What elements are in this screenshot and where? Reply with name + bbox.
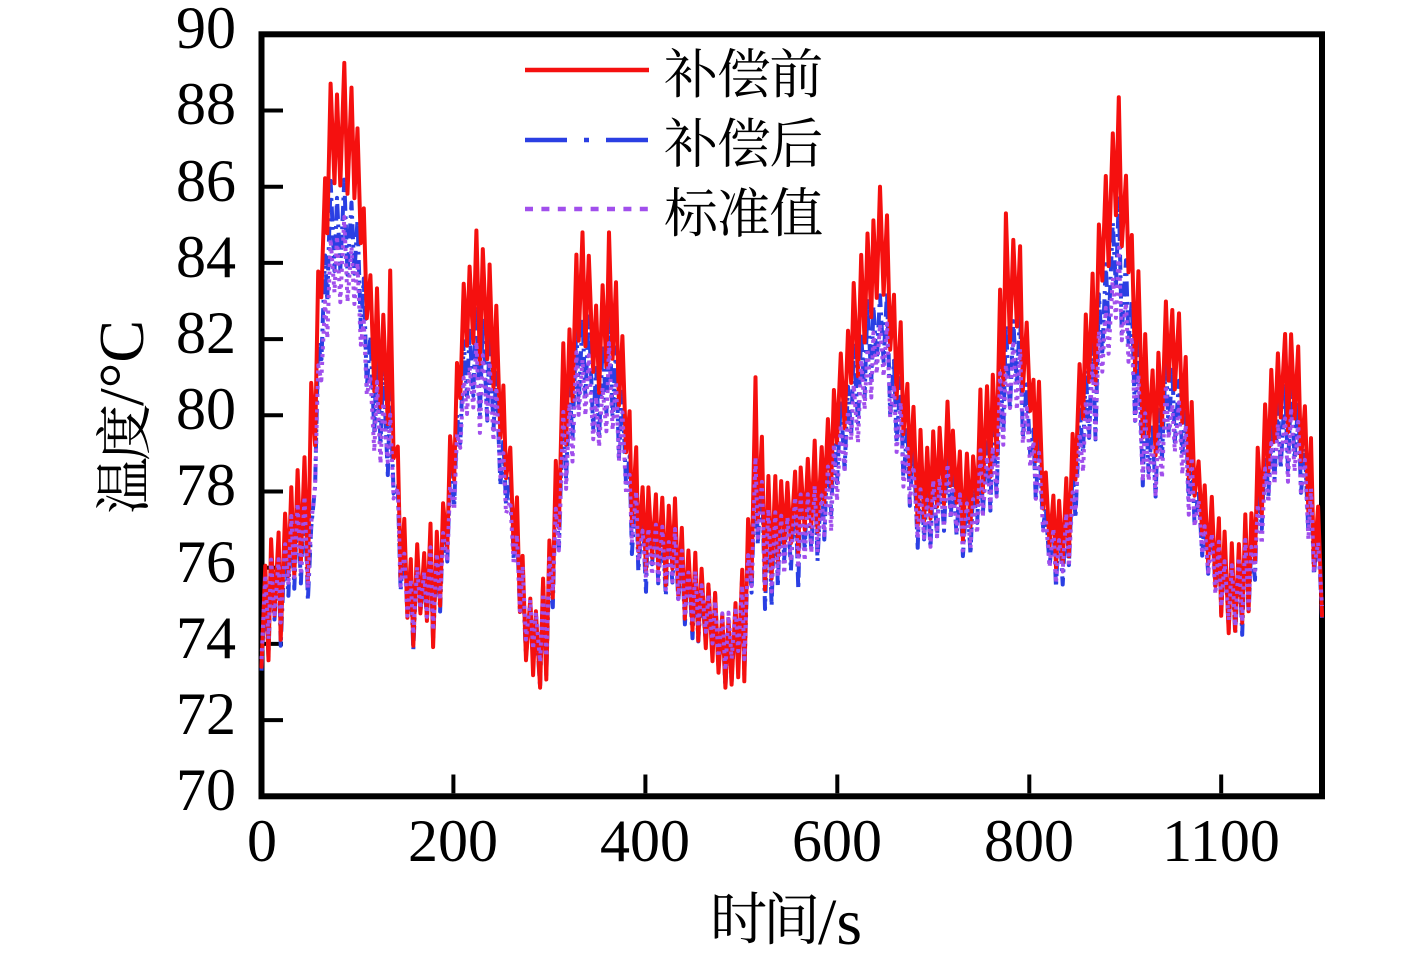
svg-text:/s: /s (818, 886, 862, 958)
svg-text:/°C: /°C (86, 320, 157, 406)
